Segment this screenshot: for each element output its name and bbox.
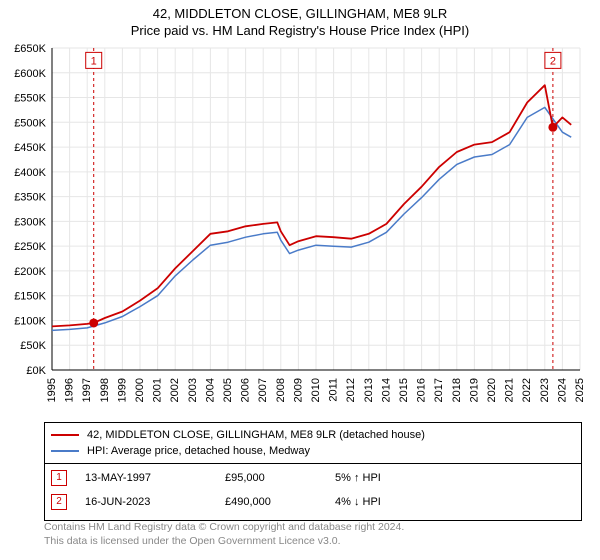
svg-text:£150K: £150K — [14, 291, 46, 303]
svg-text:£350K: £350K — [14, 192, 46, 204]
svg-text:2013: 2013 — [363, 378, 375, 402]
svg-text:£100K: £100K — [14, 315, 46, 327]
legend-row: HPI: Average price, detached house, Medw… — [51, 443, 575, 459]
svg-text:1998: 1998 — [99, 378, 111, 402]
svg-text:2010: 2010 — [310, 378, 322, 402]
event-row: 2 16-JUN-2023 £490,000 4% ↓ HPI — [51, 490, 575, 514]
chart-area: £0K £50K £100K £150K £200K £250K £300K £350K £40… — [0, 44, 600, 414]
svg-text:£450K: £450K — [14, 142, 46, 154]
title-line2: Price paid vs. HM Land Registry's House … — [0, 23, 600, 38]
svg-text:2019: 2019 — [468, 378, 480, 402]
svg-text:2007: 2007 — [257, 378, 269, 402]
svg-text:£500K: £500K — [14, 117, 46, 129]
svg-text:1999: 1999 — [116, 378, 128, 402]
svg-text:£0K: £0K — [26, 365, 46, 377]
svg-text:£400K: £400K — [14, 167, 46, 179]
event-marker-2: 2 — [51, 494, 67, 510]
svg-text:1995: 1995 — [46, 378, 58, 402]
svg-text:2016: 2016 — [416, 378, 428, 402]
svg-text:2006: 2006 — [240, 378, 252, 402]
svg-text:2015: 2015 — [398, 378, 410, 402]
title-block: 42, MIDDLETON CLOSE, GILLINGHAM, ME8 9LR… — [0, 0, 600, 38]
legend-label-1: 42, MIDDLETON CLOSE, GILLINGHAM, ME8 9LR… — [87, 429, 425, 441]
svg-text:2025: 2025 — [574, 378, 586, 402]
event-price-2: £490,000 — [225, 496, 335, 508]
svg-text:£200K: £200K — [14, 266, 46, 278]
svg-text:2004: 2004 — [204, 378, 216, 402]
svg-text:2: 2 — [550, 55, 556, 67]
legend-swatch-1 — [51, 434, 79, 436]
event-row: 1 13-MAY-1997 £95,000 5% ↑ HPI — [51, 466, 575, 490]
svg-text:2021: 2021 — [504, 378, 516, 402]
svg-text:2005: 2005 — [222, 378, 234, 402]
svg-text:2018: 2018 — [451, 378, 463, 402]
footer-line2: This data is licensed under the Open Gov… — [44, 534, 582, 548]
svg-text:£50K: £50K — [20, 340, 46, 352]
svg-text:2001: 2001 — [152, 378, 164, 402]
svg-text:2008: 2008 — [275, 378, 287, 402]
svg-text:1996: 1996 — [64, 378, 76, 402]
svg-text:£650K: £650K — [14, 44, 46, 55]
svg-text:2003: 2003 — [187, 378, 199, 402]
svg-text:2012: 2012 — [345, 378, 357, 402]
svg-text:2023: 2023 — [539, 378, 551, 402]
svg-text:1: 1 — [91, 55, 97, 67]
event-delta-1: 5% ↑ HPI — [335, 472, 381, 484]
svg-text:2002: 2002 — [169, 378, 181, 402]
legend-swatch-2 — [51, 450, 79, 452]
events-box: 1 13-MAY-1997 £95,000 5% ↑ HPI 2 16-JUN-… — [44, 462, 582, 521]
legend-row: 42, MIDDLETON CLOSE, GILLINGHAM, ME8 9LR… — [51, 427, 575, 443]
event-date-1: 13-MAY-1997 — [85, 472, 225, 484]
event-price-1: £95,000 — [225, 472, 335, 484]
chart-svg: £0K £50K £100K £150K £200K £250K £300K £350K £40… — [0, 44, 600, 414]
svg-text:2017: 2017 — [433, 378, 445, 402]
svg-text:£550K: £550K — [14, 93, 46, 105]
chart-container: 42, MIDDLETON CLOSE, GILLINGHAM, ME8 9LR… — [0, 0, 600, 560]
svg-text:2020: 2020 — [486, 378, 498, 402]
legend-box: 42, MIDDLETON CLOSE, GILLINGHAM, ME8 9LR… — [44, 422, 582, 464]
svg-text:2011: 2011 — [328, 378, 340, 402]
svg-text:£250K: £250K — [14, 241, 46, 253]
svg-text:£600K: £600K — [14, 68, 46, 80]
event-date-2: 16-JUN-2023 — [85, 496, 225, 508]
event-delta-2: 4% ↓ HPI — [335, 496, 381, 508]
svg-text:£300K: £300K — [14, 216, 46, 228]
svg-text:2022: 2022 — [521, 378, 533, 402]
svg-text:2024: 2024 — [556, 378, 568, 402]
title-line1: 42, MIDDLETON CLOSE, GILLINGHAM, ME8 9LR — [0, 6, 600, 21]
svg-text:1997: 1997 — [81, 378, 93, 402]
footer-line1: Contains HM Land Registry data © Crown c… — [44, 520, 582, 534]
legend-label-2: HPI: Average price, detached house, Medw… — [87, 445, 310, 457]
svg-text:2000: 2000 — [134, 378, 146, 402]
svg-text:2009: 2009 — [292, 378, 304, 402]
event-marker-1: 1 — [51, 470, 67, 486]
svg-text:2014: 2014 — [380, 378, 392, 402]
footer: Contains HM Land Registry data © Crown c… — [44, 520, 582, 548]
